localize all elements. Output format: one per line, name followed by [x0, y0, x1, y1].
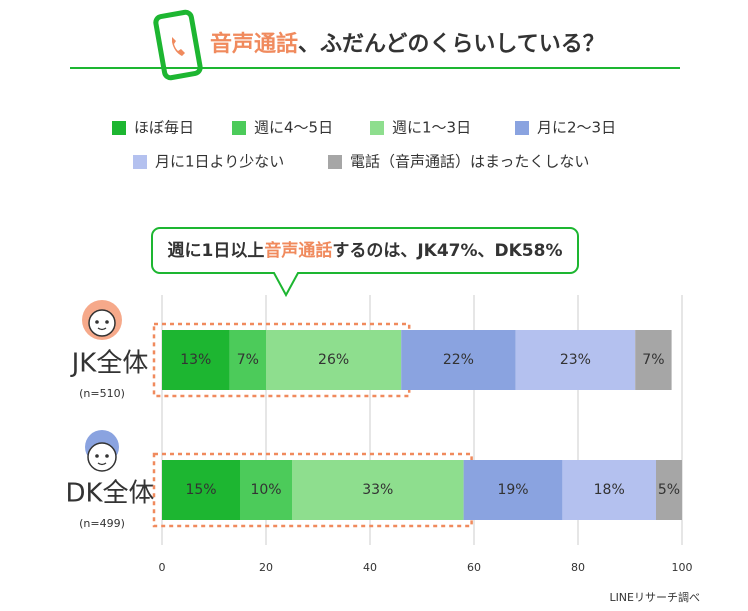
category-label: DK全体	[65, 479, 154, 509]
bar-segment	[463, 460, 563, 520]
bar-segment	[515, 330, 636, 390]
x-tick-label: 100	[672, 561, 693, 574]
legend-label: 週に4〜5日	[254, 119, 333, 137]
callout-box	[151, 227, 579, 298]
legend-label: ほぼ毎日	[134, 119, 194, 137]
value-label: 5%	[658, 482, 680, 498]
value-label: 26%	[318, 352, 349, 368]
bar-segment	[562, 460, 656, 520]
value-label: 22%	[443, 352, 474, 368]
bar-segment	[229, 330, 266, 390]
value-label: 13%	[180, 352, 211, 368]
legend-label: 月に1日より少ない	[155, 153, 284, 171]
value-label: 33%	[362, 482, 393, 498]
bar-segment	[292, 460, 464, 520]
x-tick-label: 80	[571, 561, 585, 574]
x-tick-label: 40	[363, 561, 377, 574]
value-label: 15%	[185, 482, 216, 498]
x-tick-label: 20	[259, 561, 273, 574]
value-label: 18%	[594, 482, 625, 498]
title-rest: 、ふだんどのくらいしている？	[298, 32, 605, 57]
legend-swatch	[370, 121, 384, 135]
callout-text: 週に1日以上音声通話するのは、JK47%、DK58%	[167, 240, 562, 261]
callout-part: 週に1日以上	[167, 241, 264, 261]
legend-swatch	[515, 121, 529, 135]
legend-label: 週に1〜3日	[392, 119, 471, 137]
legend-swatch	[328, 155, 342, 169]
x-tick-label: 60	[467, 561, 481, 574]
bar-segment	[162, 330, 230, 390]
callout-highlight: 音声通話	[264, 240, 332, 261]
legend-swatch	[112, 121, 126, 135]
value-label: 23%	[560, 352, 591, 368]
value-label: 10%	[250, 482, 281, 498]
title-highlight: 音声通話	[210, 31, 298, 57]
dk-face	[85, 430, 119, 472]
jk-face	[82, 300, 122, 340]
bar-segment	[656, 460, 682, 520]
source: LINEリサーチ調べ	[609, 590, 700, 604]
x-tick-label: 0	[159, 561, 166, 574]
legend-label: 電話（音声通話）はまったくしない	[350, 153, 589, 171]
bar-segment	[635, 330, 672, 390]
phone-icon	[153, 9, 203, 81]
bar-segment	[401, 330, 516, 390]
callout-part: するのは、JK47%、DK58%	[332, 241, 562, 261]
value-label: 7%	[237, 352, 259, 368]
value-label: 19%	[497, 482, 528, 498]
category-label: JK全体	[70, 349, 149, 379]
legend-swatch	[133, 155, 147, 169]
bar-segment	[240, 460, 292, 520]
value-label: 7%	[642, 352, 664, 368]
sample-size: (n=510)	[79, 387, 125, 400]
legend-label: 月に2〜3日	[537, 119, 616, 137]
chart-title: 音声通話、ふだんどのくらいしている？	[210, 31, 605, 57]
bar-segment	[162, 460, 240, 520]
sample-size: (n=499)	[79, 517, 125, 530]
bar-segment	[266, 330, 402, 390]
legend-swatch	[232, 121, 246, 135]
